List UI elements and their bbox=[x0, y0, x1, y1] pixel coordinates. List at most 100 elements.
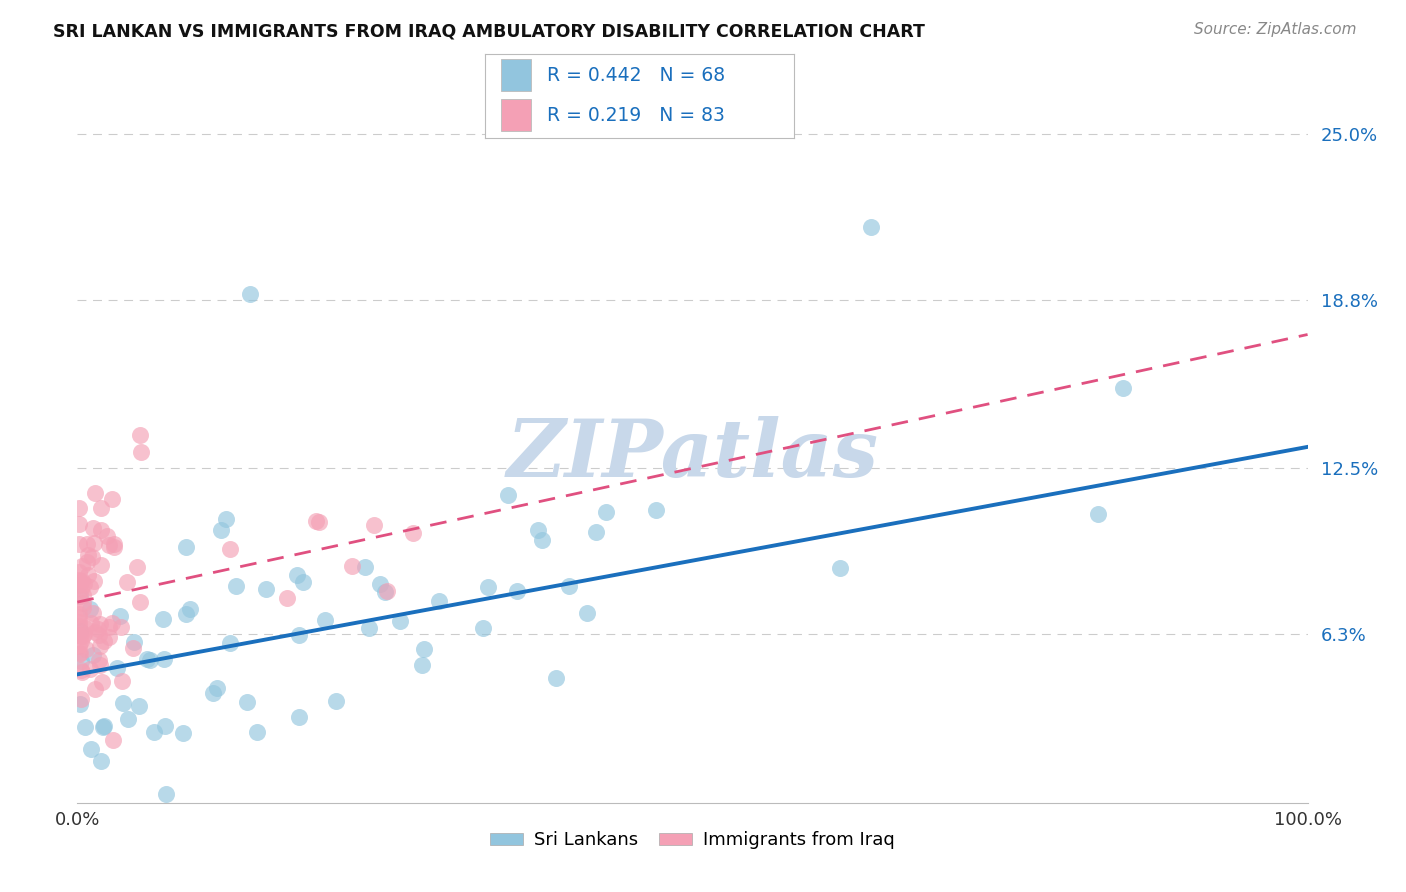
FancyBboxPatch shape bbox=[501, 59, 531, 91]
Point bbox=[89, 639, 111, 653]
Point bbox=[69, 697, 91, 711]
Point bbox=[1087, 507, 1109, 521]
Point bbox=[98, 538, 121, 552]
Point bbox=[67, 615, 90, 629]
Point bbox=[70, 663, 93, 677]
Point bbox=[359, 621, 381, 635]
Point bbox=[70, 634, 93, 648]
Point bbox=[86, 623, 108, 637]
Point bbox=[87, 652, 110, 666]
Point bbox=[69, 692, 91, 706]
Point bbox=[128, 428, 150, 442]
Point bbox=[90, 754, 112, 768]
Point bbox=[477, 580, 499, 594]
Point bbox=[82, 521, 104, 535]
Point bbox=[506, 584, 529, 599]
Point bbox=[76, 537, 98, 551]
Point bbox=[254, 582, 277, 597]
Point bbox=[67, 578, 90, 592]
Point bbox=[69, 500, 91, 515]
Point bbox=[89, 658, 111, 673]
Point bbox=[205, 681, 228, 695]
Point bbox=[644, 502, 666, 516]
Point bbox=[354, 560, 377, 574]
Point bbox=[246, 725, 269, 739]
Point bbox=[67, 609, 90, 624]
Point bbox=[176, 607, 198, 621]
Point bbox=[125, 560, 148, 574]
Point bbox=[87, 628, 110, 642]
Point bbox=[111, 673, 134, 688]
Point bbox=[239, 287, 262, 301]
Point bbox=[90, 558, 112, 572]
Point bbox=[72, 596, 94, 610]
Point bbox=[530, 533, 553, 548]
Point bbox=[93, 633, 115, 648]
Point bbox=[129, 595, 152, 609]
Point bbox=[67, 639, 90, 653]
Point bbox=[79, 662, 101, 676]
Point bbox=[89, 616, 111, 631]
Point bbox=[80, 550, 103, 565]
Point bbox=[91, 675, 114, 690]
Point bbox=[103, 540, 125, 554]
Point bbox=[340, 559, 363, 574]
Point bbox=[101, 732, 124, 747]
Point bbox=[67, 590, 90, 604]
Point bbox=[105, 661, 128, 675]
Text: Source: ZipAtlas.com: Source: ZipAtlas.com bbox=[1194, 22, 1357, 37]
Point bbox=[70, 559, 93, 574]
Point bbox=[117, 574, 139, 589]
Point bbox=[142, 725, 165, 739]
Point bbox=[90, 524, 112, 538]
Point bbox=[79, 601, 101, 615]
Point bbox=[67, 574, 90, 588]
Point bbox=[526, 523, 548, 537]
Point bbox=[363, 518, 385, 533]
Text: SRI LANKAN VS IMMIGRANTS FROM IRAQ AMBULATORY DISABILITY CORRELATION CHART: SRI LANKAN VS IMMIGRANTS FROM IRAQ AMBUL… bbox=[53, 22, 925, 40]
Point bbox=[103, 537, 125, 551]
Point bbox=[73, 577, 96, 591]
Point bbox=[155, 787, 177, 801]
Point bbox=[83, 486, 105, 500]
Point bbox=[73, 626, 96, 640]
Point bbox=[172, 726, 194, 740]
Point bbox=[72, 574, 94, 589]
Point bbox=[112, 696, 135, 710]
Point bbox=[201, 686, 224, 700]
Point bbox=[859, 220, 882, 235]
Point bbox=[96, 529, 118, 543]
Point bbox=[374, 585, 396, 599]
Point bbox=[83, 681, 105, 696]
Point bbox=[98, 630, 121, 644]
Point bbox=[90, 501, 112, 516]
Point bbox=[67, 537, 90, 551]
Point bbox=[67, 619, 90, 633]
Point bbox=[83, 625, 105, 640]
Point bbox=[108, 609, 131, 624]
Point bbox=[585, 524, 607, 539]
Point bbox=[72, 629, 94, 643]
Point bbox=[389, 615, 412, 629]
Text: R = 0.219   N = 83: R = 0.219 N = 83 bbox=[547, 106, 725, 125]
Point bbox=[368, 577, 391, 591]
Point bbox=[179, 602, 201, 616]
Point bbox=[174, 540, 197, 554]
Point bbox=[67, 565, 90, 579]
Point bbox=[219, 542, 242, 557]
Point bbox=[155, 719, 177, 733]
Point bbox=[325, 694, 347, 708]
Point bbox=[472, 621, 495, 635]
Point bbox=[69, 624, 91, 639]
Point bbox=[72, 601, 94, 615]
Point bbox=[110, 620, 132, 634]
Point bbox=[69, 646, 91, 660]
Point bbox=[558, 578, 581, 592]
Point bbox=[496, 488, 519, 502]
Point bbox=[305, 515, 328, 529]
Point bbox=[411, 658, 433, 673]
Point bbox=[412, 641, 434, 656]
Legend: Sri Lankans, Immigrants from Iraq: Sri Lankans, Immigrants from Iraq bbox=[484, 824, 901, 856]
Point bbox=[91, 720, 114, 734]
Point bbox=[314, 613, 336, 627]
